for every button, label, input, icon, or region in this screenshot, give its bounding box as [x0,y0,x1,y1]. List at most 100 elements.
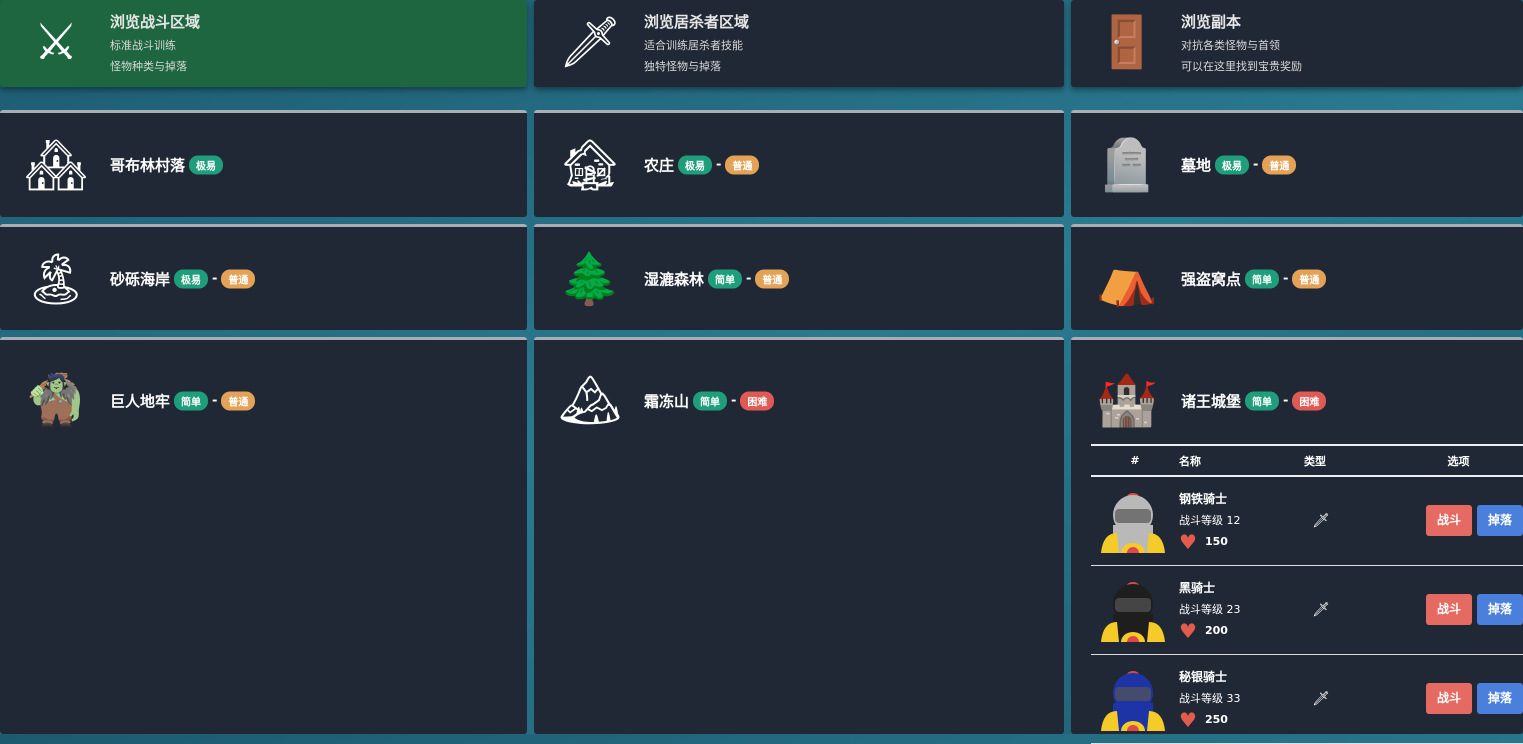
top-card-title: 浏览副本 [1181,13,1242,31]
combat-level: 战斗等级 33 [1179,691,1241,705]
barn-icon: 🏚 [558,136,622,194]
top-card-title: 浏览居杀者区域 [644,13,750,31]
giant-icon: 🧌 [24,371,88,429]
difficulty-badge: 普通 [221,391,256,411]
palm-beach-icon: 🏝 [24,249,88,308]
zone-name: 强盗窝点 [1181,270,1242,288]
fight-button[interactable]: 战斗 [1426,594,1472,625]
zone-card-5[interactable]: ⛺ 强盗窝点 简单 - 普通 [1071,224,1523,330]
knight-avatar [1101,578,1165,642]
top-card-0[interactable]: ⚔ 浏览战斗区域 标准战斗训练 怪物种类与掉落 [0,0,527,87]
monster-name: 钢铁骑士 [1179,491,1228,506]
zone-card-2[interactable]: 🪦 墓地 极易 - 普通 [1071,110,1523,217]
top-card-title: 浏览战斗区域 [110,13,201,31]
top-card-line: 对抗各类怪物与首领 [1181,39,1280,52]
table-row: 黑骑士 战斗等级 23 ♥ 200 🗡 战斗 掉落 [1091,565,1523,655]
zone-name: 墓地 [1181,156,1212,175]
top-card-line: 独特怪物与掉落 [644,60,721,73]
zone-title: 农庄 极易 - 普通 [644,155,760,176]
fight-button[interactable]: 战斗 [1426,505,1472,537]
zone-title: 砂砾海岸 极易 - 普通 [110,268,256,289]
tombstone-icon: 🪦 [1095,136,1159,194]
difficulty-badge: 极易 [678,155,713,175]
forest-icon: 🌲 [558,249,622,308]
top-card-2[interactable]: 🚪 浏览副本 对抗各类怪物与首领 可以在这里找到宝贵奖励 [1071,0,1523,87]
zone-card-7[interactable]: 🏔 霜冻山 简单 - 困难 [534,337,1064,734]
col-options: 选项 [1394,444,1523,477]
heart-icon: ♥ [1179,618,1197,643]
zone-name: 哥布林村落 [110,156,186,175]
difficulty-badge: 普通 [725,155,760,175]
difficulty-badge: 普通 [755,269,790,288]
zone-title: 哥布林村落 极易 [110,155,224,176]
combat-level: 战斗等级 12 [1179,513,1241,527]
separator: - [212,271,218,286]
zone-card-4[interactable]: 🌲 湿漉森林 简单 - 普通 [534,224,1064,330]
sword-icon: 🗡 [1312,512,1330,529]
zone-title: 霜冻山 简单 - 困难 [644,391,775,412]
difficulty-badge: 普通 [1292,269,1327,288]
difficulty-badge: 极易 [189,155,224,175]
fight-button[interactable]: 战斗 [1426,683,1472,714]
zone-name: 霜冻山 [644,392,690,411]
village-icon: 🏘 [24,136,88,194]
separator: - [716,157,722,173]
heart-icon: ♥ [1179,529,1197,554]
drops-button[interactable]: 掉落 [1477,683,1523,714]
separator: - [212,393,218,409]
sword-icon: 🗡 [1312,690,1330,707]
monster-name: 秘银骑士 [1179,669,1228,684]
zone-name: 巨人地牢 [110,392,171,411]
hitpoints: 150 [1204,535,1228,549]
monster-name: 黑骑士 [1179,580,1216,595]
zone-title: 强盗窝点 简单 - 普通 [1181,268,1327,289]
zone-name: 湿漉森林 [644,270,705,288]
top-card-line: 适合训练居杀者技能 [644,39,743,52]
monster-table: # 名称 类型 选项 钢铁骑士 战斗等级 12 ♥ 150 🗡 战斗 掉落 黑骑士 … [1091,444,1523,744]
top-card-1[interactable]: 🗡 浏览居杀者区域 适合训练居杀者技能 独特怪物与掉落 [534,0,1064,87]
difficulty-badge: 简单 [1245,391,1280,411]
zone-card-1[interactable]: 🏚 农庄 极易 - 普通 [534,110,1064,217]
zone-title: 墓地 极易 - 普通 [1181,155,1297,176]
hitpoints: 200 [1204,624,1228,637]
zone-card-6[interactable]: 🧌 巨人地牢 简单 - 普通 [0,337,527,734]
crossed-swords-icon: ⚔ [33,13,79,71]
separator: - [1283,271,1289,286]
table-row: 秘银骑士 战斗等级 33 ♥ 250 🗡 战斗 掉落 [1091,654,1523,744]
zone-name: 砂砾海岸 [110,270,171,288]
zone-card-0[interactable]: 🏘 哥布林村落 极易 [0,110,527,217]
zone-title: 巨人地牢 简单 - 普通 [110,391,256,412]
top-card-line: 怪物种类与掉落 [110,60,187,73]
separator: - [746,271,752,286]
difficulty-badge: 困难 [740,391,775,411]
castle-icon: 🏰 [1095,371,1159,429]
top-card-line: 标准战斗训练 [110,39,176,52]
separator: - [1253,157,1259,173]
col-name: 名称 [1179,444,1304,477]
snow-mountain-icon: 🏔 [558,371,622,429]
hitpoints: 250 [1204,713,1228,726]
difficulty-badge: 简单 [1245,269,1280,288]
zone-title: 诸王城堡 简单 - 困难 [1181,391,1327,412]
drops-button[interactable]: 掉落 [1477,594,1523,625]
difficulty-badge: 普通 [221,269,256,288]
combat-level: 战斗等级 23 [1179,602,1241,616]
difficulty-badge: 困难 [1292,391,1327,411]
zone-card-3[interactable]: 🏝 砂砾海岸 极易 - 普通 [0,224,527,330]
heart-icon: ♥ [1179,707,1197,732]
difficulty-badge: 简单 [174,391,209,411]
difficulty-badge: 简单 [708,269,743,288]
dungeon-door-icon: 🚪 [1095,13,1159,71]
drops-button[interactable]: 掉落 [1477,505,1523,537]
sword-in-stone-icon: 🗡 [558,13,622,71]
col-type: 类型 [1304,444,1394,477]
difficulty-badge: 极易 [1215,155,1250,175]
zone-card-8[interactable]: 🏰 诸王城堡 简单 - 困难 # 名称 类型 选项 钢铁骑士 战斗等级 12 ♥ 150… [1071,337,1523,744]
separator: - [1283,393,1289,409]
sword-icon: 🗡 [1312,601,1330,618]
difficulty-badge: 普通 [1262,155,1297,175]
knight-avatar [1101,489,1165,553]
difficulty-badge: 简单 [693,391,728,411]
knight-avatar [1101,667,1165,731]
table-row: 钢铁骑士 战斗等级 12 ♥ 150 🗡 战斗 掉落 [1091,476,1523,566]
